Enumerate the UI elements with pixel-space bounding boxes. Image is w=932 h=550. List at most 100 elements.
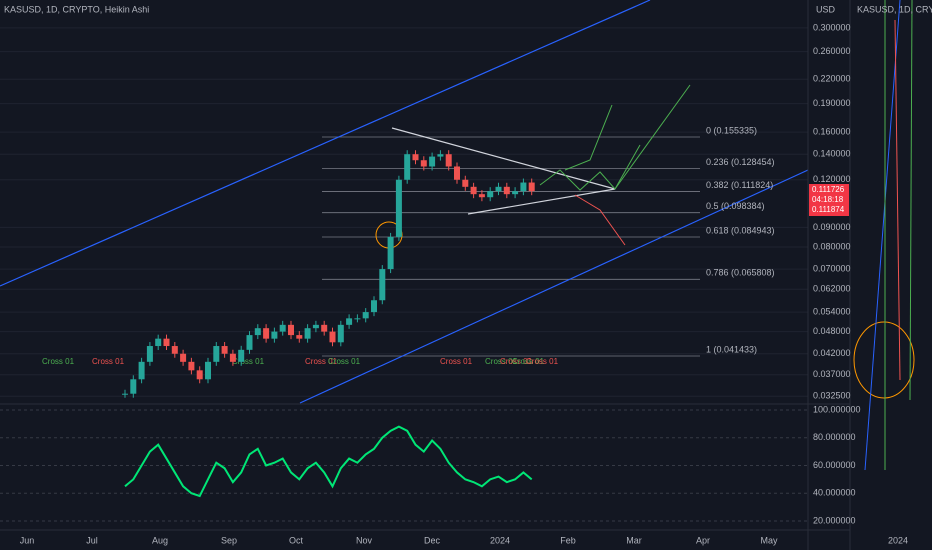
candle [520,182,527,192]
price-tick-label: 0.048000 [813,326,851,336]
indicator-line [124,425,533,498]
price-tick-label: 0.037000 [813,369,851,379]
candle [454,166,460,180]
candle [288,324,294,336]
time-label: Jul [86,535,98,545]
candle [495,186,502,192]
candle [180,353,187,362]
price-box-text: 04:18:18 [812,195,844,204]
side-title: KASUSD, 1D, CRYPTO [857,4,932,14]
time-label: Feb [560,535,576,545]
indicator-tick-label: 100.000000 [813,404,861,414]
candle [130,379,137,394]
time-label: Mar [626,535,642,545]
price-box-text: 0.111726 [812,185,845,194]
candle [246,335,253,350]
side-panel [850,0,932,530]
price-tick-label: 0.032500 [813,391,851,401]
price-tick-label: 0.090000 [813,222,851,232]
candle [171,346,178,354]
candle [503,186,510,195]
fib-label: 1 (0.041433) [706,344,757,354]
fib-label: 0.5 (0.098384) [706,201,765,211]
arrow-up [614,84,691,190]
indicator-tick-label: 40.000000 [813,488,856,498]
candle [404,154,411,180]
chart-title: KASUSD, 1D, CRYPTO, Heikin Ashi [4,4,149,14]
candle [321,324,328,332]
price-tick-label: 0.300000 [813,22,851,32]
candle [437,154,444,157]
candle [387,236,394,270]
side-line [864,0,901,471]
candle [379,269,386,301]
cross-label: Cross 01 [328,357,361,366]
time-label: May [760,535,778,545]
candle [429,156,436,167]
candle [163,338,170,347]
price-tick-label: 0.160000 [813,126,851,136]
price-tick-label: 0.260000 [813,46,851,56]
cross-label: Cross 01 [92,357,125,366]
indicator-tick-label: 80.000000 [813,432,856,442]
side-line [894,19,901,381]
candle [329,331,336,343]
fib-label: 0.786 (0.065808) [706,268,775,278]
cross-label: Cross 01 [526,357,559,366]
currency: USD [816,4,836,14]
cross-label: Cross 01 [42,357,75,366]
candle [528,182,535,192]
candle [462,179,469,187]
candle [188,361,195,371]
cross-label: Cross 01 [232,357,265,366]
time-label: Oct [289,535,304,545]
candle [470,186,477,195]
candle [146,346,153,362]
candle [304,328,311,339]
time-label: Nov [356,535,373,545]
arrow-up [539,144,641,191]
price-tick-label: 0.220000 [813,74,851,84]
candle [478,194,485,198]
candle [312,324,319,329]
fib-label: 0.236 (0.128454) [706,157,775,167]
candle [371,300,377,313]
side-year: 2024 [888,535,908,545]
time-label: Jun [20,535,35,545]
price-tick-label: 0.080000 [813,241,851,251]
cross-label: Cross 01 [485,357,518,366]
price-tick-label: 0.140000 [813,149,851,159]
price-tick-label: 0.054000 [813,306,851,316]
candle [221,346,228,354]
candle [512,191,519,195]
time-label: 2024 [490,535,510,545]
candle [263,328,270,339]
time-label: Aug [152,535,168,545]
candle [279,324,286,332]
candle [412,154,419,161]
candle [395,179,402,237]
time-label: Apr [696,535,710,545]
price-tick-label: 0.120000 [813,174,851,184]
candle [362,312,369,319]
cross-label: Cross 01 [440,357,473,366]
channel-bottom [299,169,809,404]
time-label: Sep [221,535,237,545]
price-tick-label: 0.062000 [813,284,851,294]
side-line [909,0,913,401]
price-box [809,184,849,216]
cross-label: Cross 01 [305,357,338,366]
price-box-text: 0.111874 [812,205,845,214]
indicator-tick-label: 60.000000 [813,460,856,470]
candle [155,338,162,347]
side-circle [853,321,915,399]
cross-label: Cross 01 [512,357,545,366]
price-tick-label: 0.190000 [813,98,851,108]
candle [445,154,452,167]
candle [487,191,494,198]
indicator-tick-label: 20.000000 [813,515,856,525]
candle [213,346,220,362]
